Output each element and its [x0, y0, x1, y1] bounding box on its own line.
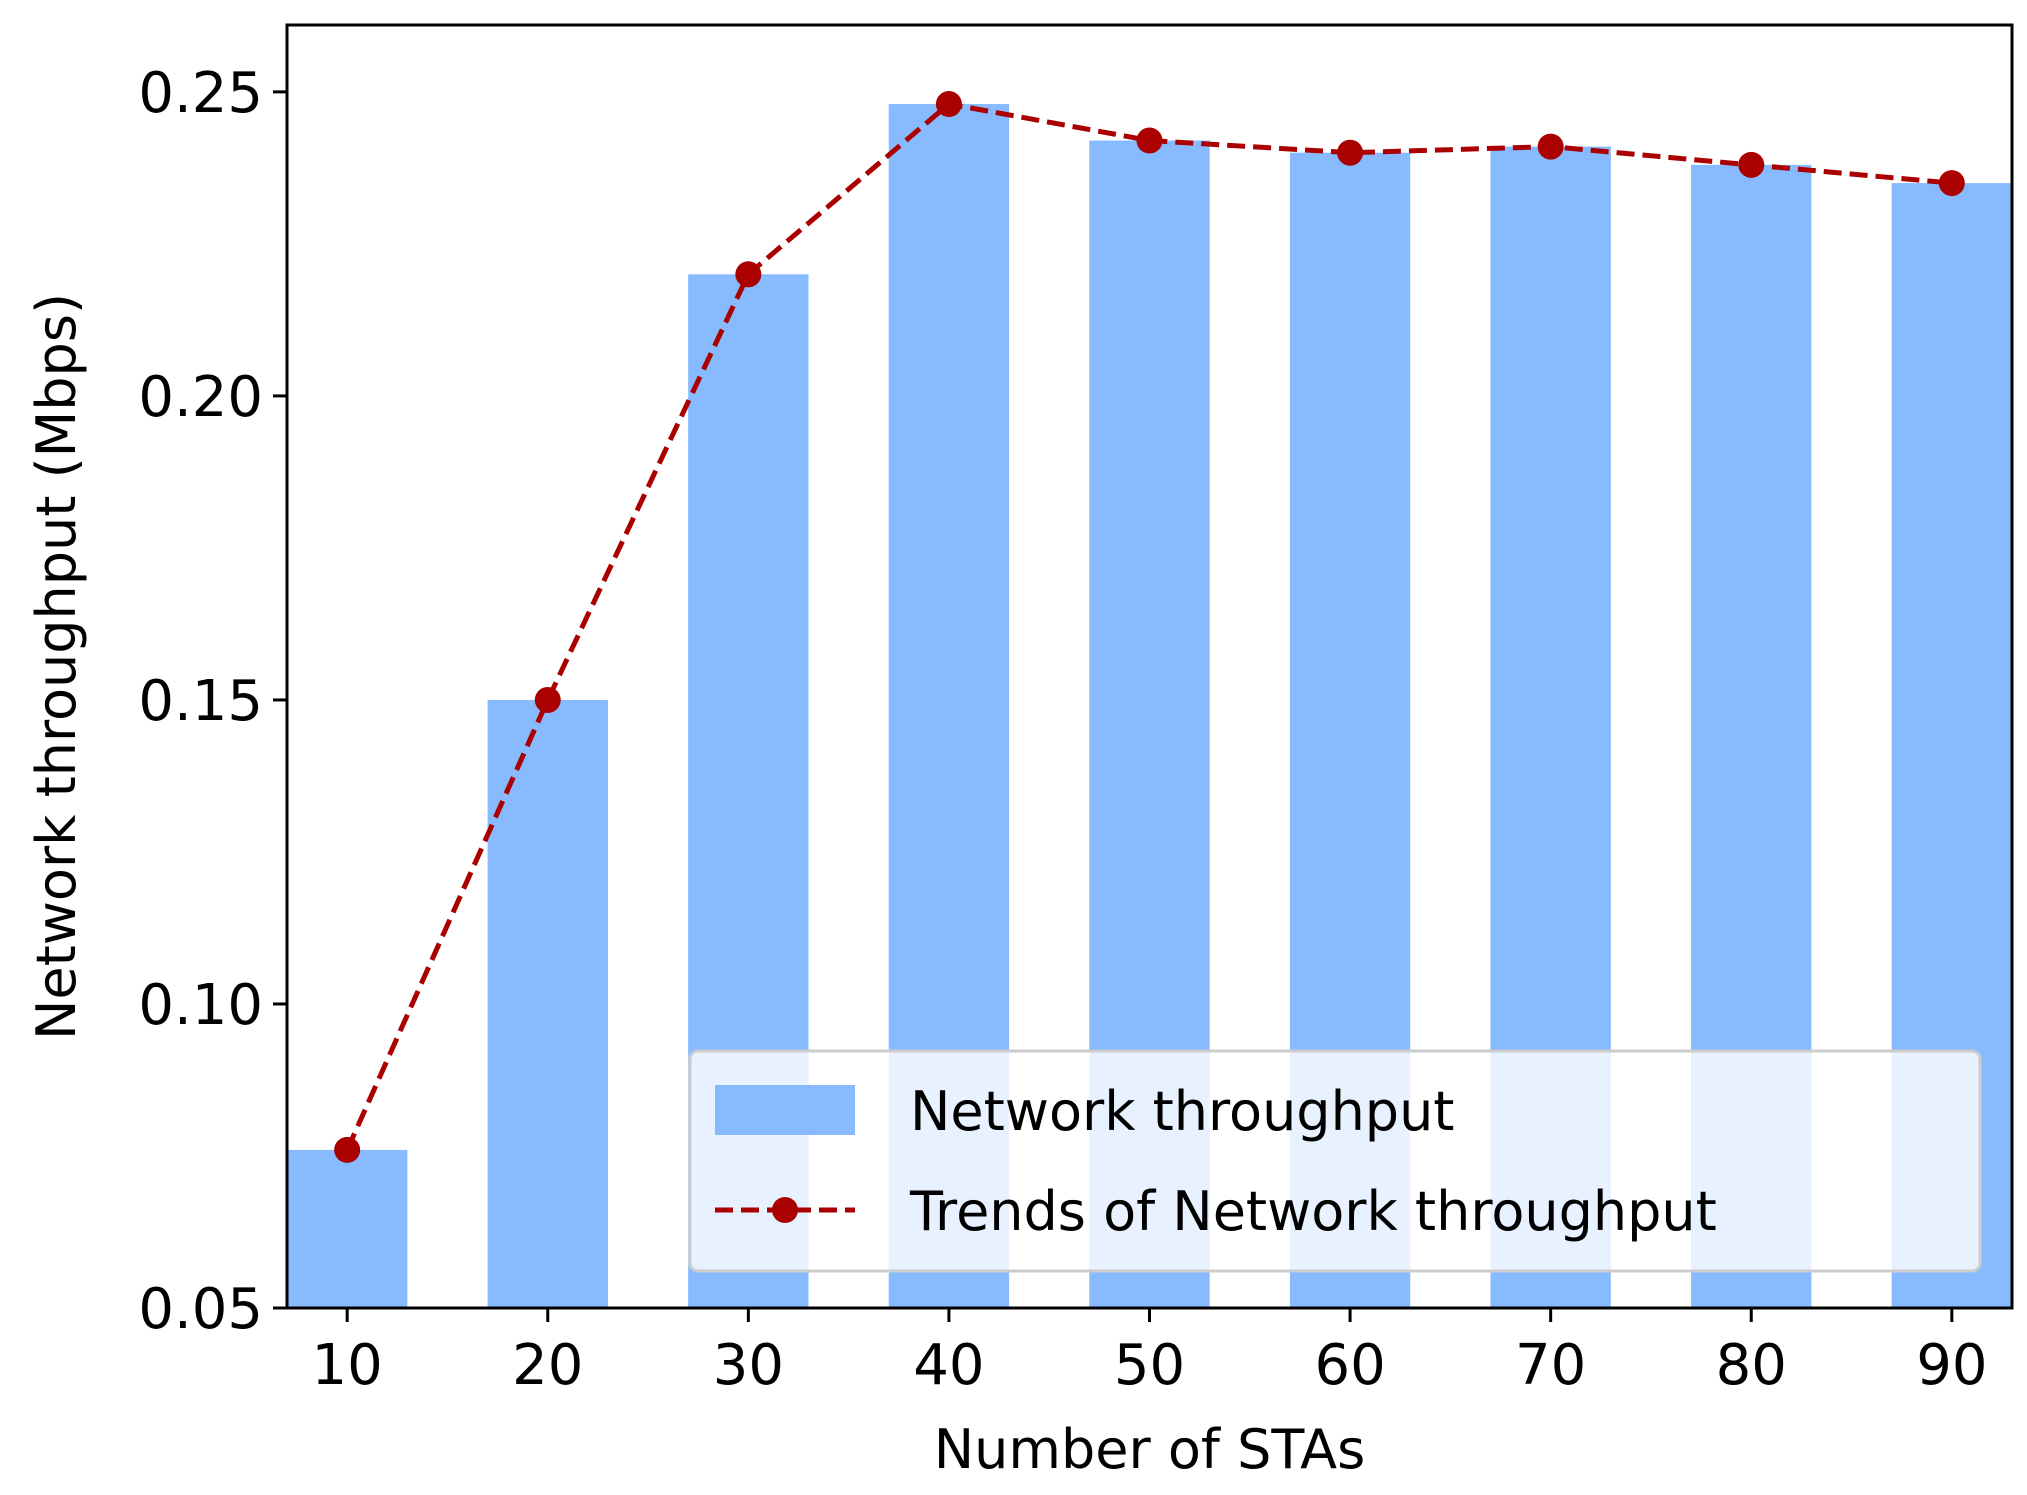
- y-tick-label: 0.15: [138, 669, 263, 734]
- legend-box: [688, 1049, 1982, 1273]
- trend-point-60: [1337, 139, 1364, 166]
- x-axis-label: Number of STAs: [934, 1418, 1365, 1481]
- trend-point-30: [735, 261, 762, 288]
- y-tick-label: 0.05: [138, 1277, 263, 1342]
- x-tick-label: 80: [1716, 1333, 1787, 1398]
- trend-point-40: [935, 91, 962, 118]
- legend-swatch-bar: [715, 1085, 855, 1135]
- y-tick-label: 0.10: [138, 973, 263, 1038]
- x-tick-label: 30: [713, 1333, 784, 1398]
- legend-label-bar: Network throughput: [910, 1080, 1454, 1143]
- x-tick-label: 40: [913, 1333, 984, 1398]
- y-axis-label: Network throughput (Mbps): [25, 293, 88, 1040]
- x-tick-label: 10: [312, 1333, 383, 1398]
- bar-10: [287, 1149, 408, 1308]
- x-tick-label: 20: [512, 1333, 583, 1398]
- legend-label-line: Trends of Network throughput: [909, 1180, 1717, 1243]
- trend-point-50: [1136, 127, 1163, 154]
- x-tick-label: 50: [1114, 1333, 1185, 1398]
- trend-point-80: [1738, 151, 1765, 178]
- y-tick-label: 0.20: [138, 365, 263, 430]
- axis-ticks: 0.05 0.10 0.15 0.20 0.25 10 20 30 40 50 60 70 80 90: [138, 61, 1987, 1398]
- y-tick-label: 0.25: [138, 61, 263, 126]
- x-tick-label: 60: [1314, 1333, 1385, 1398]
- x-tick-label: 70: [1515, 1333, 1586, 1398]
- trend-point-20: [534, 686, 561, 713]
- legend-swatch-marker: [772, 1197, 798, 1223]
- bar-20: [487, 699, 608, 1308]
- trend-line-layer: [334, 91, 1965, 1163]
- trend-point-90: [1938, 170, 1965, 197]
- legend: Network throughput Trends of Network thr…: [688, 1049, 1982, 1273]
- x-tick-label: 90: [1916, 1333, 1987, 1398]
- trend-point-10: [334, 1136, 361, 1163]
- trend-point-70: [1537, 133, 1564, 160]
